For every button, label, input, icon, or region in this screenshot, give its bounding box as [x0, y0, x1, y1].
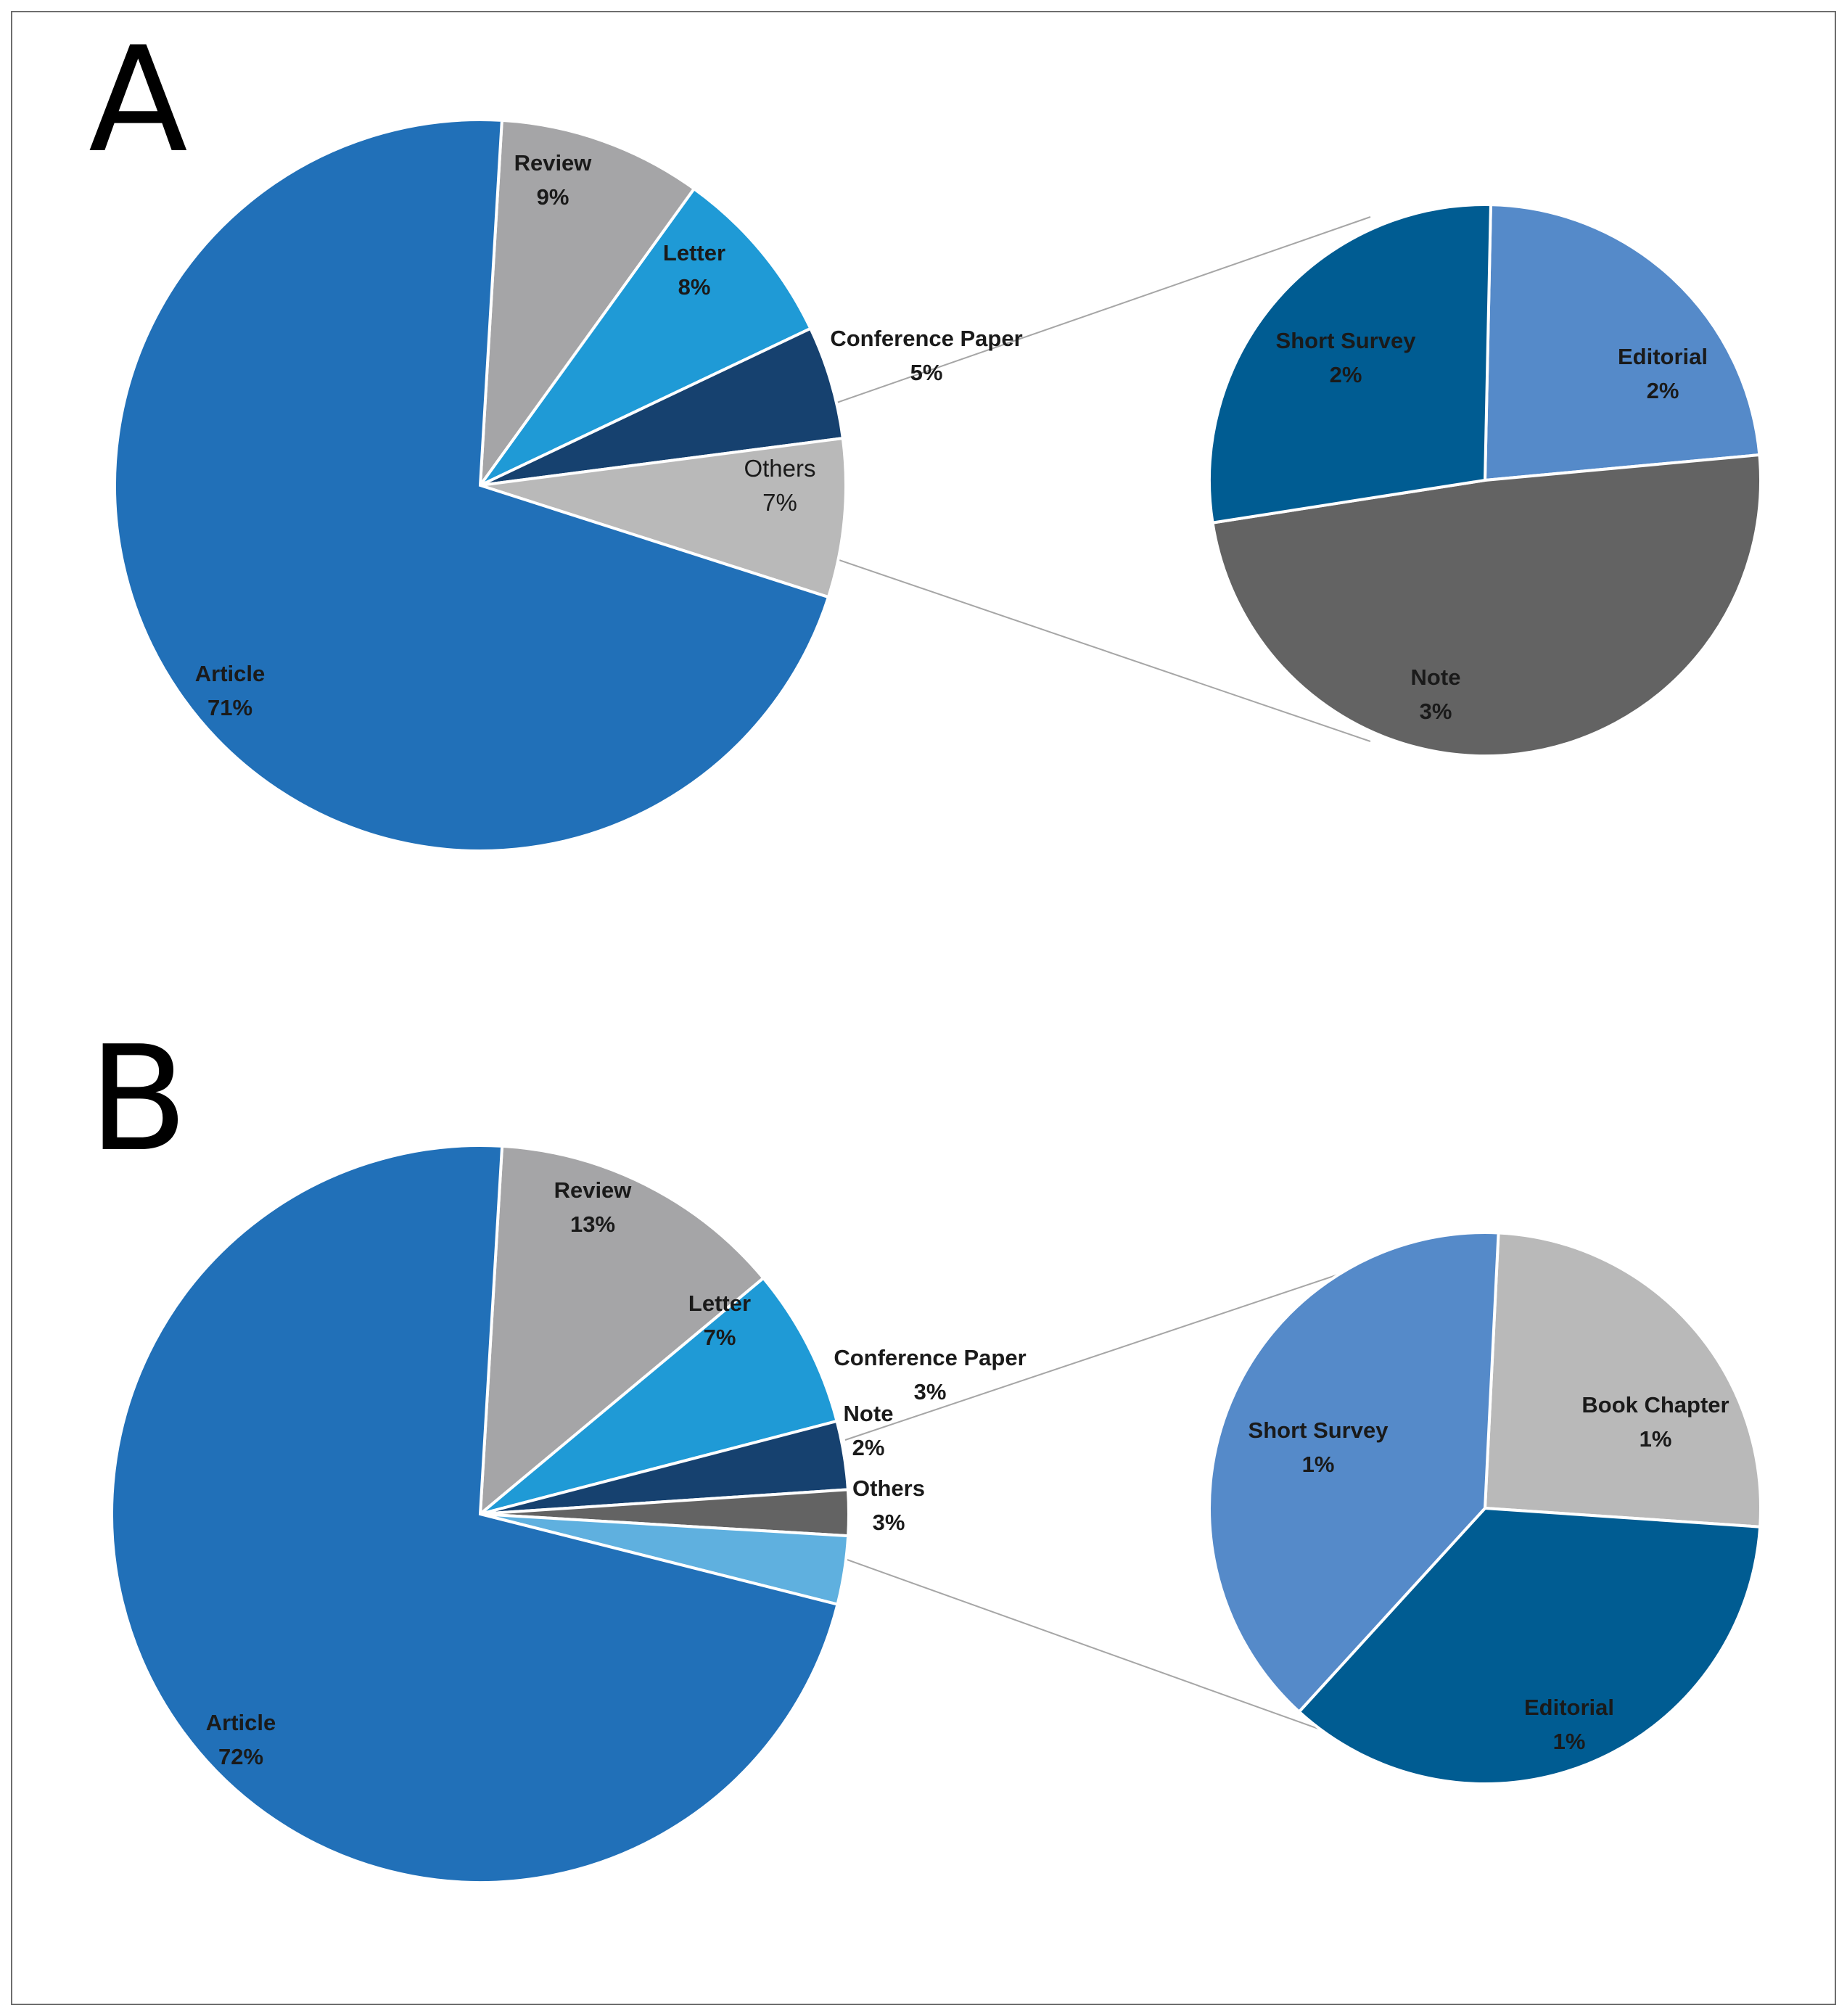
a-secondary-label-note: Note 3%: [1411, 665, 1461, 724]
b-connector-line-top: [844, 1261, 1378, 1441]
a-secondary-slice-note: [1211, 453, 1763, 758]
chart-canvas: A B Review 9% Letter 8% Conference Paper 5% Ot…: [89, 16, 1763, 1884]
a-main-slice-article: [113, 118, 831, 852]
a-main-label-review: Review 9%: [514, 150, 593, 210]
b-main-label-others: Others 3%: [852, 1476, 925, 1535]
a-main-label-article: Article 71%: [195, 661, 265, 720]
figure: A B Review 9% Letter 8% Conference Paper 5% Ot…: [11, 11, 1836, 2005]
b-main-slice-letter: [479, 1276, 839, 1515]
pie-chart-b: Review 13% Letter 7% Conference Paper 3%Note 2…: [110, 1144, 1762, 1884]
a-secondary-slice-editorial: [1483, 203, 1761, 482]
a-main-label-conference-paper: Conference Paper 5%: [830, 326, 1022, 385]
panel-letter-a: A: [89, 16, 188, 185]
a-main-label-letter: Letter 8%: [663, 240, 725, 300]
panel-letter-b: B: [89, 1015, 188, 1184]
a-main-slice-conference-paper: [480, 326, 845, 487]
b-secondary-label-editorial: Editorial 1%: [1524, 1695, 1614, 1754]
a-secondary-label-short-survey: Short Survey 2%: [1276, 328, 1417, 387]
a-main-slice-others: [480, 436, 847, 599]
b-main-slice-review: [478, 1144, 766, 1518]
b-secondary-label-short-survey: Short Survey 1%: [1249, 1418, 1389, 1477]
b-secondary-label-book-chapter: Book Chapter 1%: [1581, 1392, 1729, 1452]
b-main-label-review: Review 13%: [554, 1177, 633, 1237]
b-main-label-article: Article 72%: [206, 1710, 276, 1769]
a-main-slice-letter: [479, 186, 813, 487]
b-secondary-slice-short-survey: [1208, 1231, 1500, 1714]
a-main-slice-review: [478, 118, 696, 490]
a-main-label-others: Others 7%: [744, 455, 815, 516]
pie-chart-a: Review 9% Letter 8% Conference Paper 5% Others…: [113, 118, 1763, 852]
b-main-label-conference-paper: Conference Paper 3%: [834, 1345, 1026, 1404]
b-main-label-letter: Letter 7%: [688, 1291, 751, 1350]
a-connector-line-top: [828, 216, 1371, 406]
b-main-slice-article: [110, 1144, 839, 1884]
b-connector-line-bottom: [844, 1558, 1378, 1750]
b-secondary-slice-editorial: [1296, 1506, 1762, 1785]
b-secondary-slice-book-chapter: [1483, 1231, 1762, 1529]
b-main-label-note: Note 2%: [844, 1401, 894, 1460]
a-secondary-label-editorial: Editorial 2%: [1618, 344, 1708, 403]
a-secondary-slice-short-survey: [1208, 203, 1493, 524]
a-connector-line-bottom: [828, 556, 1371, 742]
